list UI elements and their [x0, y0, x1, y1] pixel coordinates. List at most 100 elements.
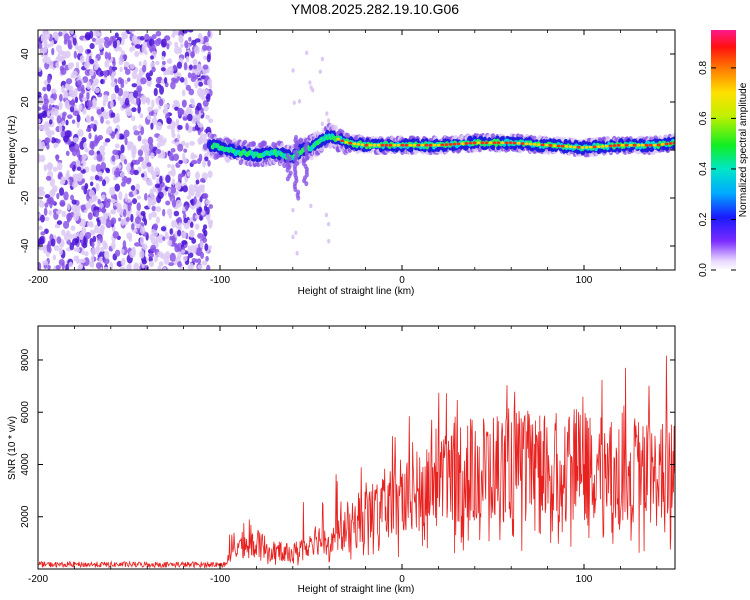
spectrogram-noise-cell — [198, 36, 204, 45]
spectrogram-noise-cell — [148, 213, 152, 221]
spectrogram-noise-cell — [194, 80, 199, 89]
x-tick-label: -100 — [210, 275, 230, 286]
spectrogram-noise-cell — [112, 231, 119, 239]
spectrogram-noise-cell — [44, 137, 51, 144]
spectrogram-noise-cell — [125, 165, 132, 172]
spectrogram-noise-cell — [141, 64, 147, 73]
spectrogram-noise-cell — [146, 181, 153, 186]
spectrogram-noise-cell — [55, 264, 61, 270]
spectrogram-peak-cell — [540, 143, 545, 147]
spectrogram-noise-cell — [162, 236, 166, 241]
spectrogram-noise-cell — [206, 264, 211, 270]
spectrogram-noise-cell — [151, 99, 155, 109]
spectrogram-peak-cell — [536, 143, 541, 147]
spectrogram-peak-cell — [444, 143, 449, 147]
spectrogram-sparse-cell — [292, 100, 296, 105]
spectrogram-noise-cell — [69, 105, 75, 113]
spectrogram-noise-cell — [88, 149, 95, 156]
spectrogram-noise-cell — [89, 143, 94, 149]
spectrogram-noise-cell — [127, 77, 131, 82]
spectrogram-noise-cell — [194, 258, 199, 263]
spectrogram-noise-cell — [189, 141, 195, 146]
spectrogram-noise-cell — [147, 199, 152, 209]
spectrogram-sparse-cell — [297, 99, 302, 104]
spectrogram-streak-cell — [305, 140, 310, 146]
spectrogram-noise-cell — [111, 241, 116, 250]
spectrogram-noise-cell — [160, 149, 166, 159]
spectrogram-noise-cell — [206, 54, 211, 63]
spectrogram-noise-cell — [177, 173, 183, 182]
spectrogram-noise-cell — [129, 46, 133, 53]
spectrogram-noise-cell — [59, 93, 63, 102]
spectrogram-noise-cell — [84, 147, 89, 153]
spectrogram-noise-cell — [80, 204, 87, 211]
spectrogram-noise-cell — [150, 200, 155, 206]
spectrogram-noise-cell — [110, 112, 116, 118]
spectrogram-noise-cell — [119, 78, 125, 85]
spectrogram-peak-cell — [656, 143, 661, 147]
spectrogram-noise-cell — [196, 87, 203, 97]
spectrogram-noise-cell — [191, 154, 198, 159]
spectrogram-noise-cell — [97, 198, 101, 205]
spectrogram-noise-cell — [166, 163, 172, 168]
spectrogram-noise-cell — [94, 224, 100, 234]
spectrogram-streak-cell — [295, 152, 300, 158]
spectrogram-noise-cell — [137, 149, 144, 157]
spectrogram-sparse-cell — [318, 69, 322, 74]
spectrogram-noise-cell — [102, 216, 107, 225]
spectrogram-noise-cell — [113, 205, 117, 210]
spectrogram-noise-cell — [174, 46, 181, 55]
spectrogram-peak-cell — [632, 143, 637, 147]
spectrogram-streak-cell — [285, 153, 290, 159]
spectrogram-peak-cell — [532, 142, 537, 146]
spectrogram-noise-cell — [70, 73, 77, 79]
spectrogram-noise-cell — [129, 63, 135, 70]
spectrogram-noise-cell — [158, 261, 164, 267]
spectrogram-noise-cell — [141, 44, 147, 55]
spectrogram-noise-cell — [114, 84, 119, 94]
spectrogram-noise-cell — [140, 95, 147, 103]
spectrogram-peak-cell — [452, 142, 457, 146]
spectrogram-peak-cell — [640, 143, 645, 147]
spectrogram-noise-cell — [100, 246, 105, 252]
spectrogram-peak-cell — [560, 144, 565, 148]
spectrogram-noise-cell — [151, 117, 158, 125]
spectrogram-noise-cell — [38, 66, 42, 73]
spectrogram-noise-cell — [71, 119, 76, 124]
spectrogram-noise-cell — [190, 160, 198, 165]
spectrogram-noise-cell — [171, 132, 176, 139]
spectrogram-noise-cell — [202, 100, 209, 107]
spectrogram-noise-cell — [208, 221, 213, 229]
spectrogram-noise-cell — [85, 128, 92, 133]
spectrogram-noise-cell — [139, 35, 145, 41]
spectrogram-noise-cell — [90, 247, 97, 256]
spectrogram-noise-cell — [124, 97, 130, 106]
spectrogram-noise-cell — [143, 218, 148, 226]
spectrogram-noise-cell — [72, 110, 80, 117]
spectrogram-noise-cell — [133, 159, 141, 165]
spectrogram-noise-cell — [94, 209, 100, 218]
spectrogram-noise-cell — [176, 229, 182, 237]
spectrogram-noise-cell — [176, 133, 181, 141]
spectrogram-noise-cell — [95, 182, 100, 192]
spectrogram-noise-cell — [177, 143, 184, 152]
spectrogram-noise-cell — [130, 115, 136, 122]
spectrogram-noise-cell — [110, 132, 115, 139]
spectrogram-noise-cell — [52, 254, 57, 261]
colorbar-tick-label: 0.4 — [698, 162, 709, 176]
spectrogram-noise-cell — [148, 111, 154, 116]
y-tick-label: 6000 — [20, 401, 31, 424]
spectrogram-noise-cell — [110, 217, 117, 225]
spectrogram-noise-cell — [115, 167, 120, 176]
spectrogram-noise-cell — [58, 259, 65, 266]
spectrogram-noise-cell — [51, 47, 55, 56]
spectrogram-peak-cell — [552, 144, 557, 148]
spectrogram-streak-cell — [296, 189, 301, 195]
spectrogram-noise-cell — [119, 135, 125, 140]
spectrogram-noise-cell — [70, 194, 74, 201]
spectrogram-sparse-cell — [326, 118, 331, 123]
spectrogram-noise-cell — [136, 222, 141, 229]
spectrogram-noise-cell — [109, 186, 116, 196]
spectrogram-noise-cell — [61, 210, 67, 218]
spectrogram-noise-cell — [135, 96, 140, 105]
